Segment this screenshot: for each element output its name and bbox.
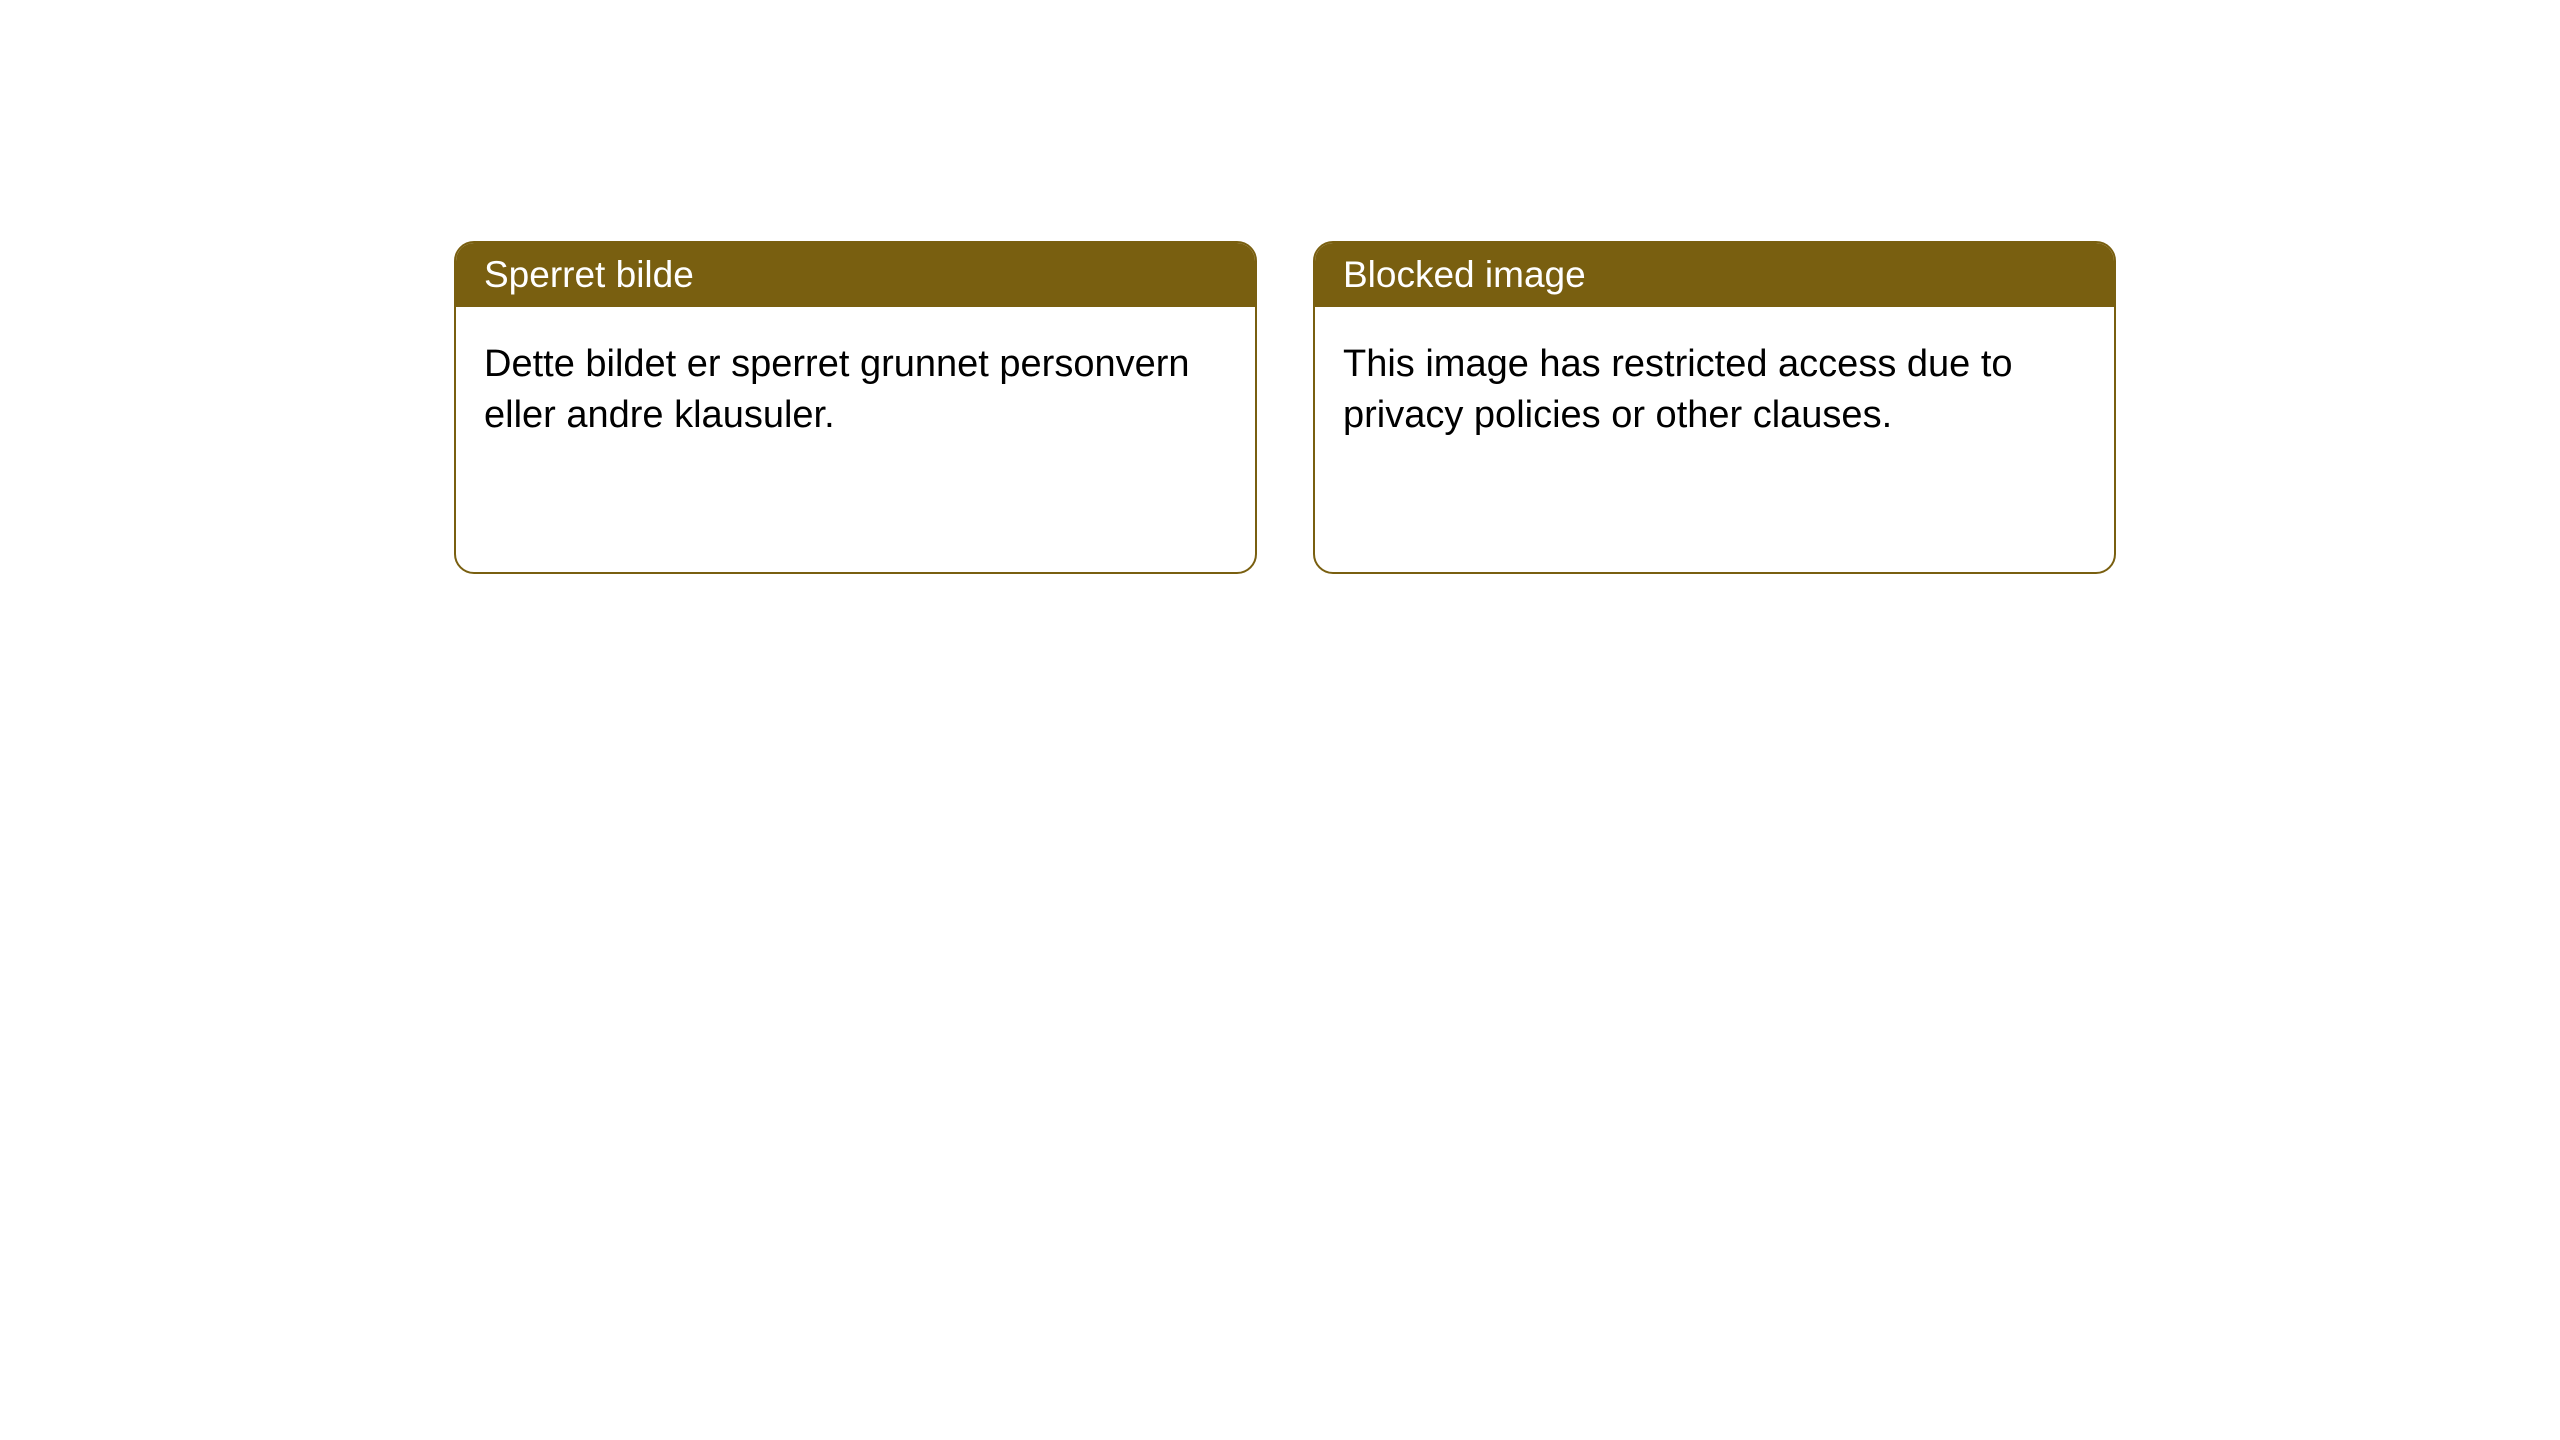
notice-card-title: Blocked image	[1315, 243, 2114, 307]
notice-card-title: Sperret bilde	[456, 243, 1255, 307]
notice-card-norwegian: Sperret bilde Dette bildet er sperret gr…	[454, 241, 1257, 574]
notice-container: Sperret bilde Dette bildet er sperret gr…	[0, 0, 2560, 574]
notice-card-body: This image has restricted access due to …	[1315, 307, 2114, 474]
notice-card-body: Dette bildet er sperret grunnet personve…	[456, 307, 1255, 474]
notice-card-english: Blocked image This image has restricted …	[1313, 241, 2116, 574]
